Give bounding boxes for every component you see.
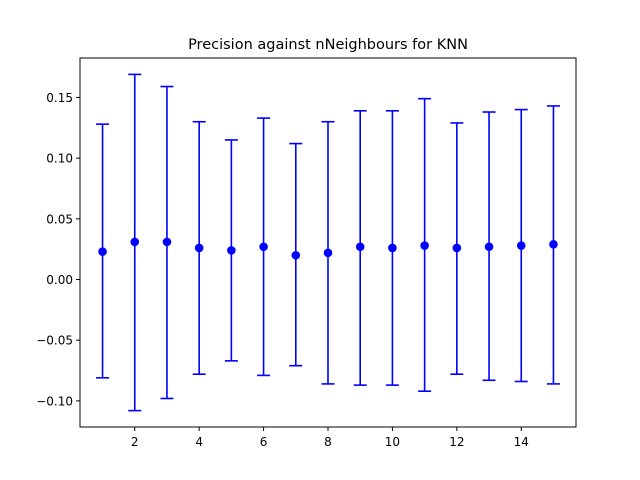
data-point: [227, 246, 236, 255]
data-point: [484, 242, 494, 252]
data-point: [420, 241, 429, 250]
data-point: [291, 250, 301, 260]
data-point: [516, 241, 526, 250]
data-point: [388, 243, 397, 253]
data-point: [323, 248, 333, 258]
y-tick-label: 0.10: [46, 152, 73, 166]
data-point: [259, 242, 268, 252]
y-tick-label: −0.10: [36, 394, 73, 408]
x-tick-label: 12: [449, 435, 464, 449]
data-point: [194, 243, 204, 253]
data-point: [452, 243, 462, 253]
y-tick-label: 0.00: [46, 273, 73, 287]
x-tick-label: 6: [260, 435, 268, 449]
data-point: [98, 247, 107, 256]
y-tick-label: 0.05: [46, 212, 73, 226]
y-tick-label: 0.15: [46, 91, 73, 105]
data-point: [162, 237, 172, 247]
y-tick-label: −0.05: [36, 334, 73, 348]
chart-title: Precision against nNeighbours for KNN: [188, 37, 468, 53]
data-point: [130, 237, 140, 247]
x-tick-label: 14: [514, 435, 529, 449]
x-tick-label: 4: [195, 435, 203, 449]
x-tick-label: 10: [385, 435, 400, 449]
x-tick-label: 2: [131, 435, 139, 449]
x-tick-label: 8: [324, 435, 332, 449]
plot-area: 2 4 6 8 10 12 14 −0.10 −0.05 0.00 0.05 0.10 0.15: [36, 57, 577, 449]
data-point: [355, 242, 365, 252]
data-point: [549, 240, 558, 249]
